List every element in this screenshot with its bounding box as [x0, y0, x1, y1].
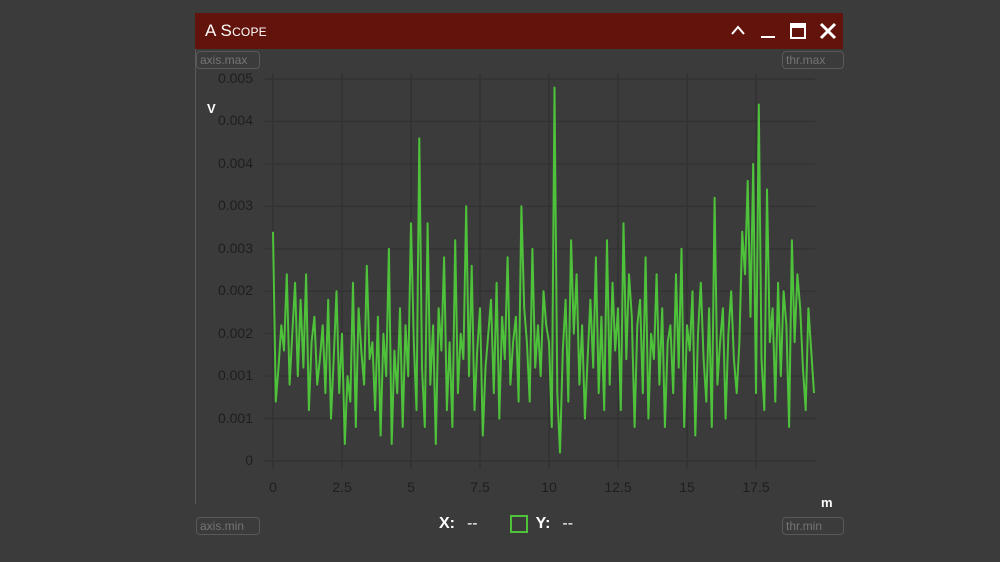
y-tick-label: 0.003	[217, 197, 253, 214]
axis-min-input[interactable]	[196, 517, 260, 535]
y-axis-unit: V	[207, 101, 216, 116]
scope-window: A Scope 0.005 0.004 0.004 0.003 0.003 0.002 0.…	[195, 13, 844, 562]
close-icon[interactable]	[817, 20, 839, 42]
legend-y-label: Y:	[535, 515, 551, 532]
y-tick-label: 0.001	[217, 409, 253, 426]
thr-min-input[interactable]	[782, 517, 844, 535]
thr-max-input[interactable]	[782, 51, 844, 69]
y-tick-label: 0.002	[217, 282, 253, 299]
x-tick-label: 5	[407, 479, 415, 495]
series-swatch-icon[interactable]	[509, 515, 528, 533]
x-tick-label: 10	[541, 479, 557, 495]
window-controls	[727, 13, 839, 49]
axis-max-input[interactable]	[196, 51, 260, 69]
maximize-icon[interactable]	[787, 20, 809, 42]
y-tick-label: 0.004	[217, 112, 253, 129]
legend-x-label: X:	[438, 515, 455, 532]
x-tick-label: 7.5	[470, 479, 490, 495]
signal-trace	[272, 86, 815, 454]
window-left-border	[195, 49, 196, 504]
y-tick-label: 0.002	[217, 324, 253, 341]
window-title: A Scope	[205, 21, 267, 40]
y-tick-label: 0.005	[217, 70, 253, 86]
y-tick-label: 0	[245, 452, 253, 468]
y-tick-label: 0.001	[217, 367, 253, 384]
legend-y-value: --	[562, 515, 574, 532]
legend-x-value: --	[466, 515, 478, 532]
chevron-up-icon[interactable]	[727, 20, 749, 42]
x-axis-unit: m	[821, 495, 833, 510]
y-tick-label: 0.003	[217, 239, 253, 256]
cursor-legend: X: -- Y: --	[195, 515, 843, 533]
x-tick-label: 12.5	[604, 479, 632, 495]
x-tick-label: 17.5	[742, 479, 770, 495]
x-tick-label: 0	[269, 479, 277, 495]
minimize-icon[interactable]	[757, 20, 779, 42]
y-tick-label: 0.004	[217, 154, 253, 171]
x-tick-label: 2.5	[332, 479, 352, 495]
scope-plot[interactable]	[195, 13, 843, 513]
x-tick-label: 15	[679, 479, 695, 495]
title-bar[interactable]: A Scope	[195, 13, 843, 49]
